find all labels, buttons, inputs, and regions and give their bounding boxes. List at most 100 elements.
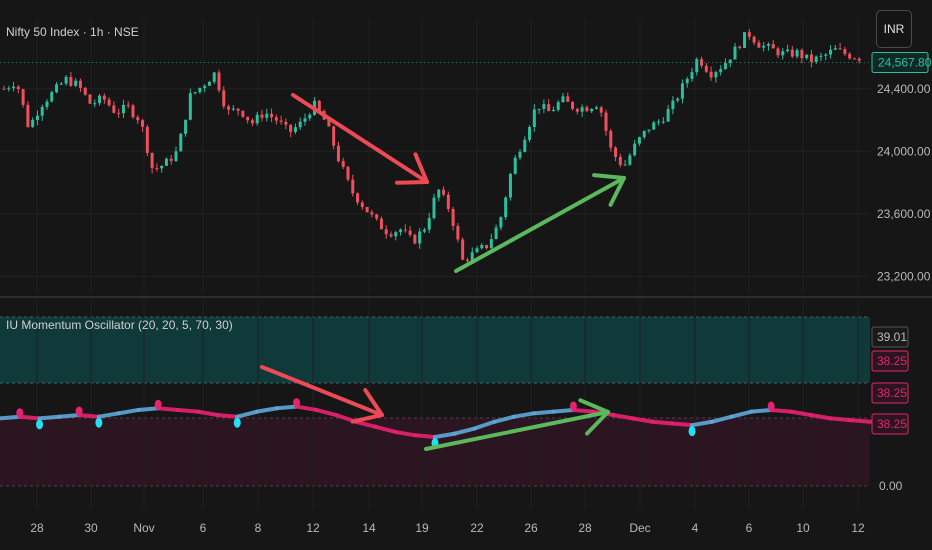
candle-body bbox=[169, 158, 173, 161]
time-tick-label: 22 bbox=[470, 521, 484, 535]
candle-body bbox=[198, 87, 202, 93]
candle-body bbox=[308, 114, 312, 119]
candle-body bbox=[160, 165, 164, 169]
candle-body bbox=[379, 218, 383, 230]
candle-body bbox=[513, 157, 517, 174]
bearish-turn-dot bbox=[16, 408, 24, 418]
candle-body bbox=[7, 88, 11, 90]
candle-body bbox=[365, 206, 369, 213]
last-price-label: 24,567.80 bbox=[878, 56, 932, 70]
candle-body bbox=[188, 93, 192, 120]
candle-body bbox=[241, 110, 245, 117]
bearish-turn-dot bbox=[569, 401, 577, 411]
oscillator-segment bbox=[749, 407, 774, 414]
overbought-zone bbox=[0, 317, 870, 383]
candle-body bbox=[88, 94, 92, 104]
candle-body bbox=[594, 107, 598, 109]
candle-body bbox=[126, 104, 130, 106]
candle-body bbox=[633, 143, 637, 156]
candle-body bbox=[618, 156, 622, 165]
candle-body bbox=[93, 103, 97, 105]
candle-body bbox=[432, 197, 436, 219]
candle-body bbox=[327, 119, 331, 127]
candle-body bbox=[857, 58, 861, 61]
candle-body bbox=[375, 214, 379, 219]
candle-body bbox=[246, 116, 250, 121]
oscillator-value-badge bbox=[871, 382, 909, 404]
oscillator-segment bbox=[353, 419, 378, 429]
oscillator-segment bbox=[788, 409, 813, 418]
oscillator-segment bbox=[650, 419, 675, 426]
osc-bullish-arrow-shaft bbox=[424, 410, 610, 451]
candle-body bbox=[217, 72, 221, 91]
candle-body bbox=[317, 100, 321, 112]
candle-body bbox=[499, 217, 503, 228]
oscillator-segment bbox=[512, 411, 536, 419]
candle-body bbox=[260, 114, 264, 118]
candle-body bbox=[303, 118, 307, 122]
candle-body bbox=[805, 54, 809, 59]
oscillator-segment bbox=[235, 409, 260, 419]
candle-body bbox=[470, 252, 474, 262]
candle-body bbox=[184, 119, 188, 134]
currency-badge[interactable]: INR bbox=[876, 10, 912, 48]
candle-body bbox=[814, 56, 818, 62]
candle-body bbox=[231, 108, 235, 110]
candle-body bbox=[647, 129, 651, 131]
oscillator-value-label: 38.25 bbox=[877, 354, 907, 368]
candle-body bbox=[131, 105, 135, 118]
price-axis: 24,400.00 24,000.00 23,600.00 23,200.00 24,5… bbox=[871, 52, 932, 283]
candle-body bbox=[819, 55, 823, 57]
candle-body bbox=[136, 117, 140, 121]
candle-body bbox=[833, 48, 837, 50]
candle-body bbox=[179, 133, 183, 152]
oscillator-series bbox=[0, 398, 872, 448]
candle-body bbox=[733, 46, 737, 60]
candle-body bbox=[719, 69, 723, 73]
oscillator-segment bbox=[828, 416, 853, 423]
candle-body bbox=[661, 121, 665, 123]
oscillator-segment bbox=[37, 414, 62, 421]
candle-body bbox=[40, 106, 44, 116]
candle-body bbox=[370, 212, 374, 215]
oscillator-segment bbox=[690, 419, 714, 428]
oscillator-segment bbox=[571, 407, 596, 414]
oscillator-segment bbox=[215, 413, 240, 419]
candle-body bbox=[790, 49, 794, 57]
candle-body bbox=[504, 197, 508, 218]
candle-body bbox=[551, 109, 555, 112]
candle-body bbox=[45, 101, 49, 107]
candle-body bbox=[2, 88, 6, 90]
candle-body bbox=[528, 126, 532, 140]
oscillator-segment bbox=[175, 407, 200, 414]
candle-body bbox=[21, 89, 25, 105]
candle-body bbox=[709, 71, 713, 78]
candle-body bbox=[164, 158, 168, 166]
candle-body bbox=[494, 227, 498, 240]
candle-body bbox=[174, 151, 178, 161]
bearish-turn-dot bbox=[154, 399, 162, 409]
price-tick-label: 23,600.00 bbox=[877, 207, 931, 221]
candle-body bbox=[26, 104, 30, 127]
bearish-turn-dot bbox=[75, 406, 83, 416]
candle-body bbox=[78, 80, 82, 88]
bullish-turn-dot bbox=[688, 426, 696, 437]
oscillator-segment bbox=[294, 404, 319, 412]
candle-body bbox=[704, 65, 708, 72]
candle-body bbox=[604, 112, 608, 131]
oscillator-segment bbox=[769, 407, 793, 414]
oscillator-axis: 39.01 38.25 38.25 38.25 0.00 bbox=[871, 326, 909, 493]
oversold-zone bbox=[0, 418, 870, 486]
candle-body bbox=[676, 98, 680, 101]
candle-body bbox=[614, 147, 618, 157]
candle-body bbox=[236, 108, 240, 111]
candle-body bbox=[437, 189, 441, 198]
oscillator-segment bbox=[373, 424, 398, 434]
candle-body bbox=[795, 50, 799, 57]
candle-body bbox=[16, 86, 20, 90]
oscillator-value-badge bbox=[871, 326, 909, 348]
oscillator-segment bbox=[136, 406, 161, 412]
candle-body bbox=[394, 232, 398, 237]
candle-body bbox=[695, 59, 699, 73]
candle-body bbox=[284, 121, 288, 125]
